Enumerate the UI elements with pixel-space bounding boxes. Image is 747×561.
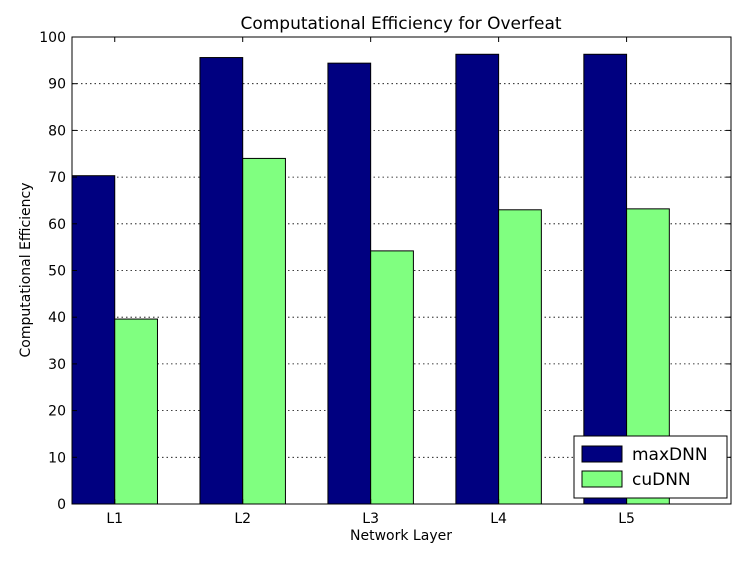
bar-cudnn-l2 bbox=[242, 157, 286, 505]
y-tick-label: 70 bbox=[48, 170, 66, 186]
chart-title: Computational Efficiency for Overfeat bbox=[240, 14, 561, 34]
y-tick-label: 10 bbox=[48, 450, 66, 466]
legend: maxDNN cuDNN bbox=[573, 435, 728, 499]
y-tick-label: 20 bbox=[48, 404, 66, 420]
x-tick-label: L5 bbox=[618, 511, 635, 527]
x-tick-label: L2 bbox=[234, 511, 251, 527]
bar-cudnn-l4 bbox=[498, 209, 542, 505]
legend-label-cudnn: cuDNN bbox=[632, 470, 691, 490]
bar-maxdnn-l1 bbox=[71, 175, 116, 505]
bar-cudnn-l1 bbox=[114, 318, 158, 505]
bar-maxdnn-l4 bbox=[455, 53, 500, 505]
y-tick-label: 50 bbox=[48, 264, 66, 280]
y-tick-label: 30 bbox=[48, 357, 66, 373]
x-tick-labels: L1 L2 L3 L4 L5 bbox=[106, 511, 635, 527]
x-tick-label: L4 bbox=[490, 511, 507, 527]
legend-swatch-maxdnn bbox=[581, 445, 623, 463]
y-tick-label: 0 bbox=[57, 497, 66, 513]
axis-ticks bbox=[72, 36, 731, 505]
y-tick-label: 80 bbox=[48, 123, 66, 139]
y-tick-label: 90 bbox=[48, 77, 66, 93]
legend-label-maxdnn: maxDNN bbox=[632, 445, 708, 465]
y-tick-label: 60 bbox=[48, 217, 66, 233]
x-axis-label: Network Layer bbox=[350, 528, 452, 544]
bar-maxdnn-l2 bbox=[199, 57, 244, 505]
y-axis-label: Computational Efficiency bbox=[18, 183, 34, 358]
y-tick-label: 40 bbox=[48, 310, 66, 326]
y-tick-label: 100 bbox=[39, 30, 66, 46]
bar-maxdnn-l3 bbox=[327, 62, 372, 505]
y-tick-labels: 0 10 20 30 40 50 60 70 80 90 100 bbox=[39, 30, 66, 513]
x-tick-label: L3 bbox=[362, 511, 379, 527]
bar-cudnn-l3 bbox=[370, 250, 414, 505]
x-tick-label: L1 bbox=[106, 511, 123, 527]
legend-swatch-cudnn bbox=[581, 470, 623, 488]
